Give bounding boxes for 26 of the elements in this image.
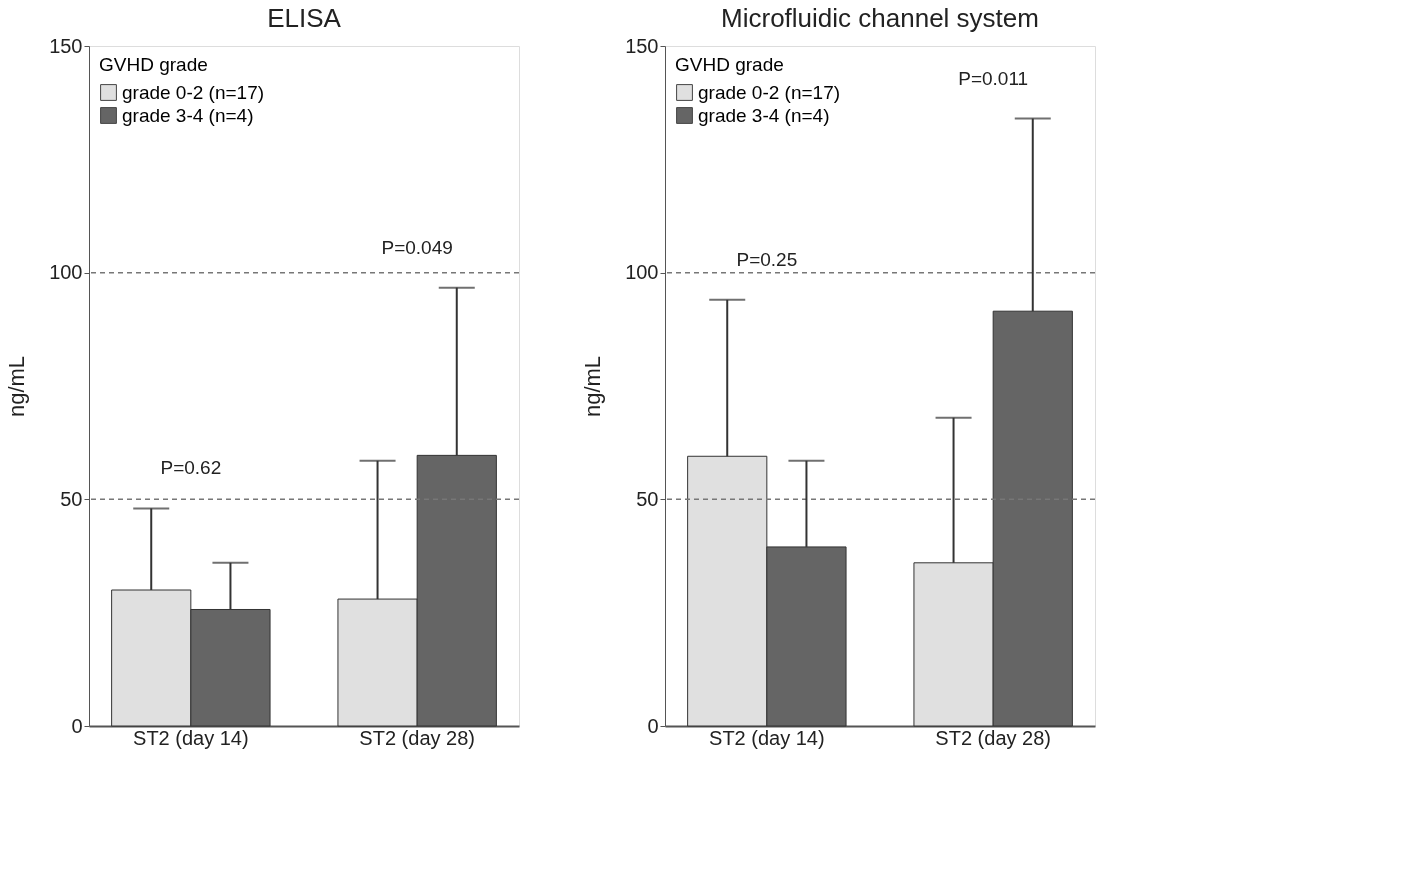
y-tick-label: 100 — [625, 261, 659, 284]
annotation: P=0.62 — [160, 457, 222, 479]
legend-label: grade 0-2 (n=17) — [122, 81, 265, 103]
y-axis-title: ng/mL — [580, 355, 606, 418]
y-tick-label: 0 — [647, 714, 659, 737]
annotation: P=0.011 — [958, 67, 1029, 89]
legend-title: GVHD grade — [99, 54, 208, 75]
y-tick-label: 150 — [625, 34, 659, 57]
y-axis-title: ng/mL — [4, 355, 30, 418]
annotation: P=0.049 — [381, 236, 453, 258]
y-tick-label: 150 — [49, 34, 83, 57]
y-tick-label: 50 — [60, 487, 83, 510]
legend-label: grade 0-2 (n=17) — [698, 81, 841, 103]
y-tick-label: 100 — [49, 261, 83, 284]
chart-title: ELISA — [267, 3, 342, 33]
legend-title: GVHD grade — [675, 54, 784, 75]
legend-label: grade 3-4 (n=4) — [698, 104, 830, 126]
x-tick-label: ST2 (day 14) — [709, 726, 825, 749]
annotation: P=0.25 — [736, 248, 798, 270]
x-tick-label: ST2 (day 14) — [133, 726, 249, 749]
x-tick-label: ST2 (day 28) — [359, 726, 475, 749]
x-tick-label: ST2 (day 28) — [935, 726, 1051, 749]
legend-label: grade 3-4 (n=4) — [122, 104, 254, 126]
y-tick-label: 50 — [636, 487, 659, 510]
chart-title: Microfluidic channel system — [721, 3, 1039, 33]
y-tick-label: 0 — [71, 714, 83, 737]
